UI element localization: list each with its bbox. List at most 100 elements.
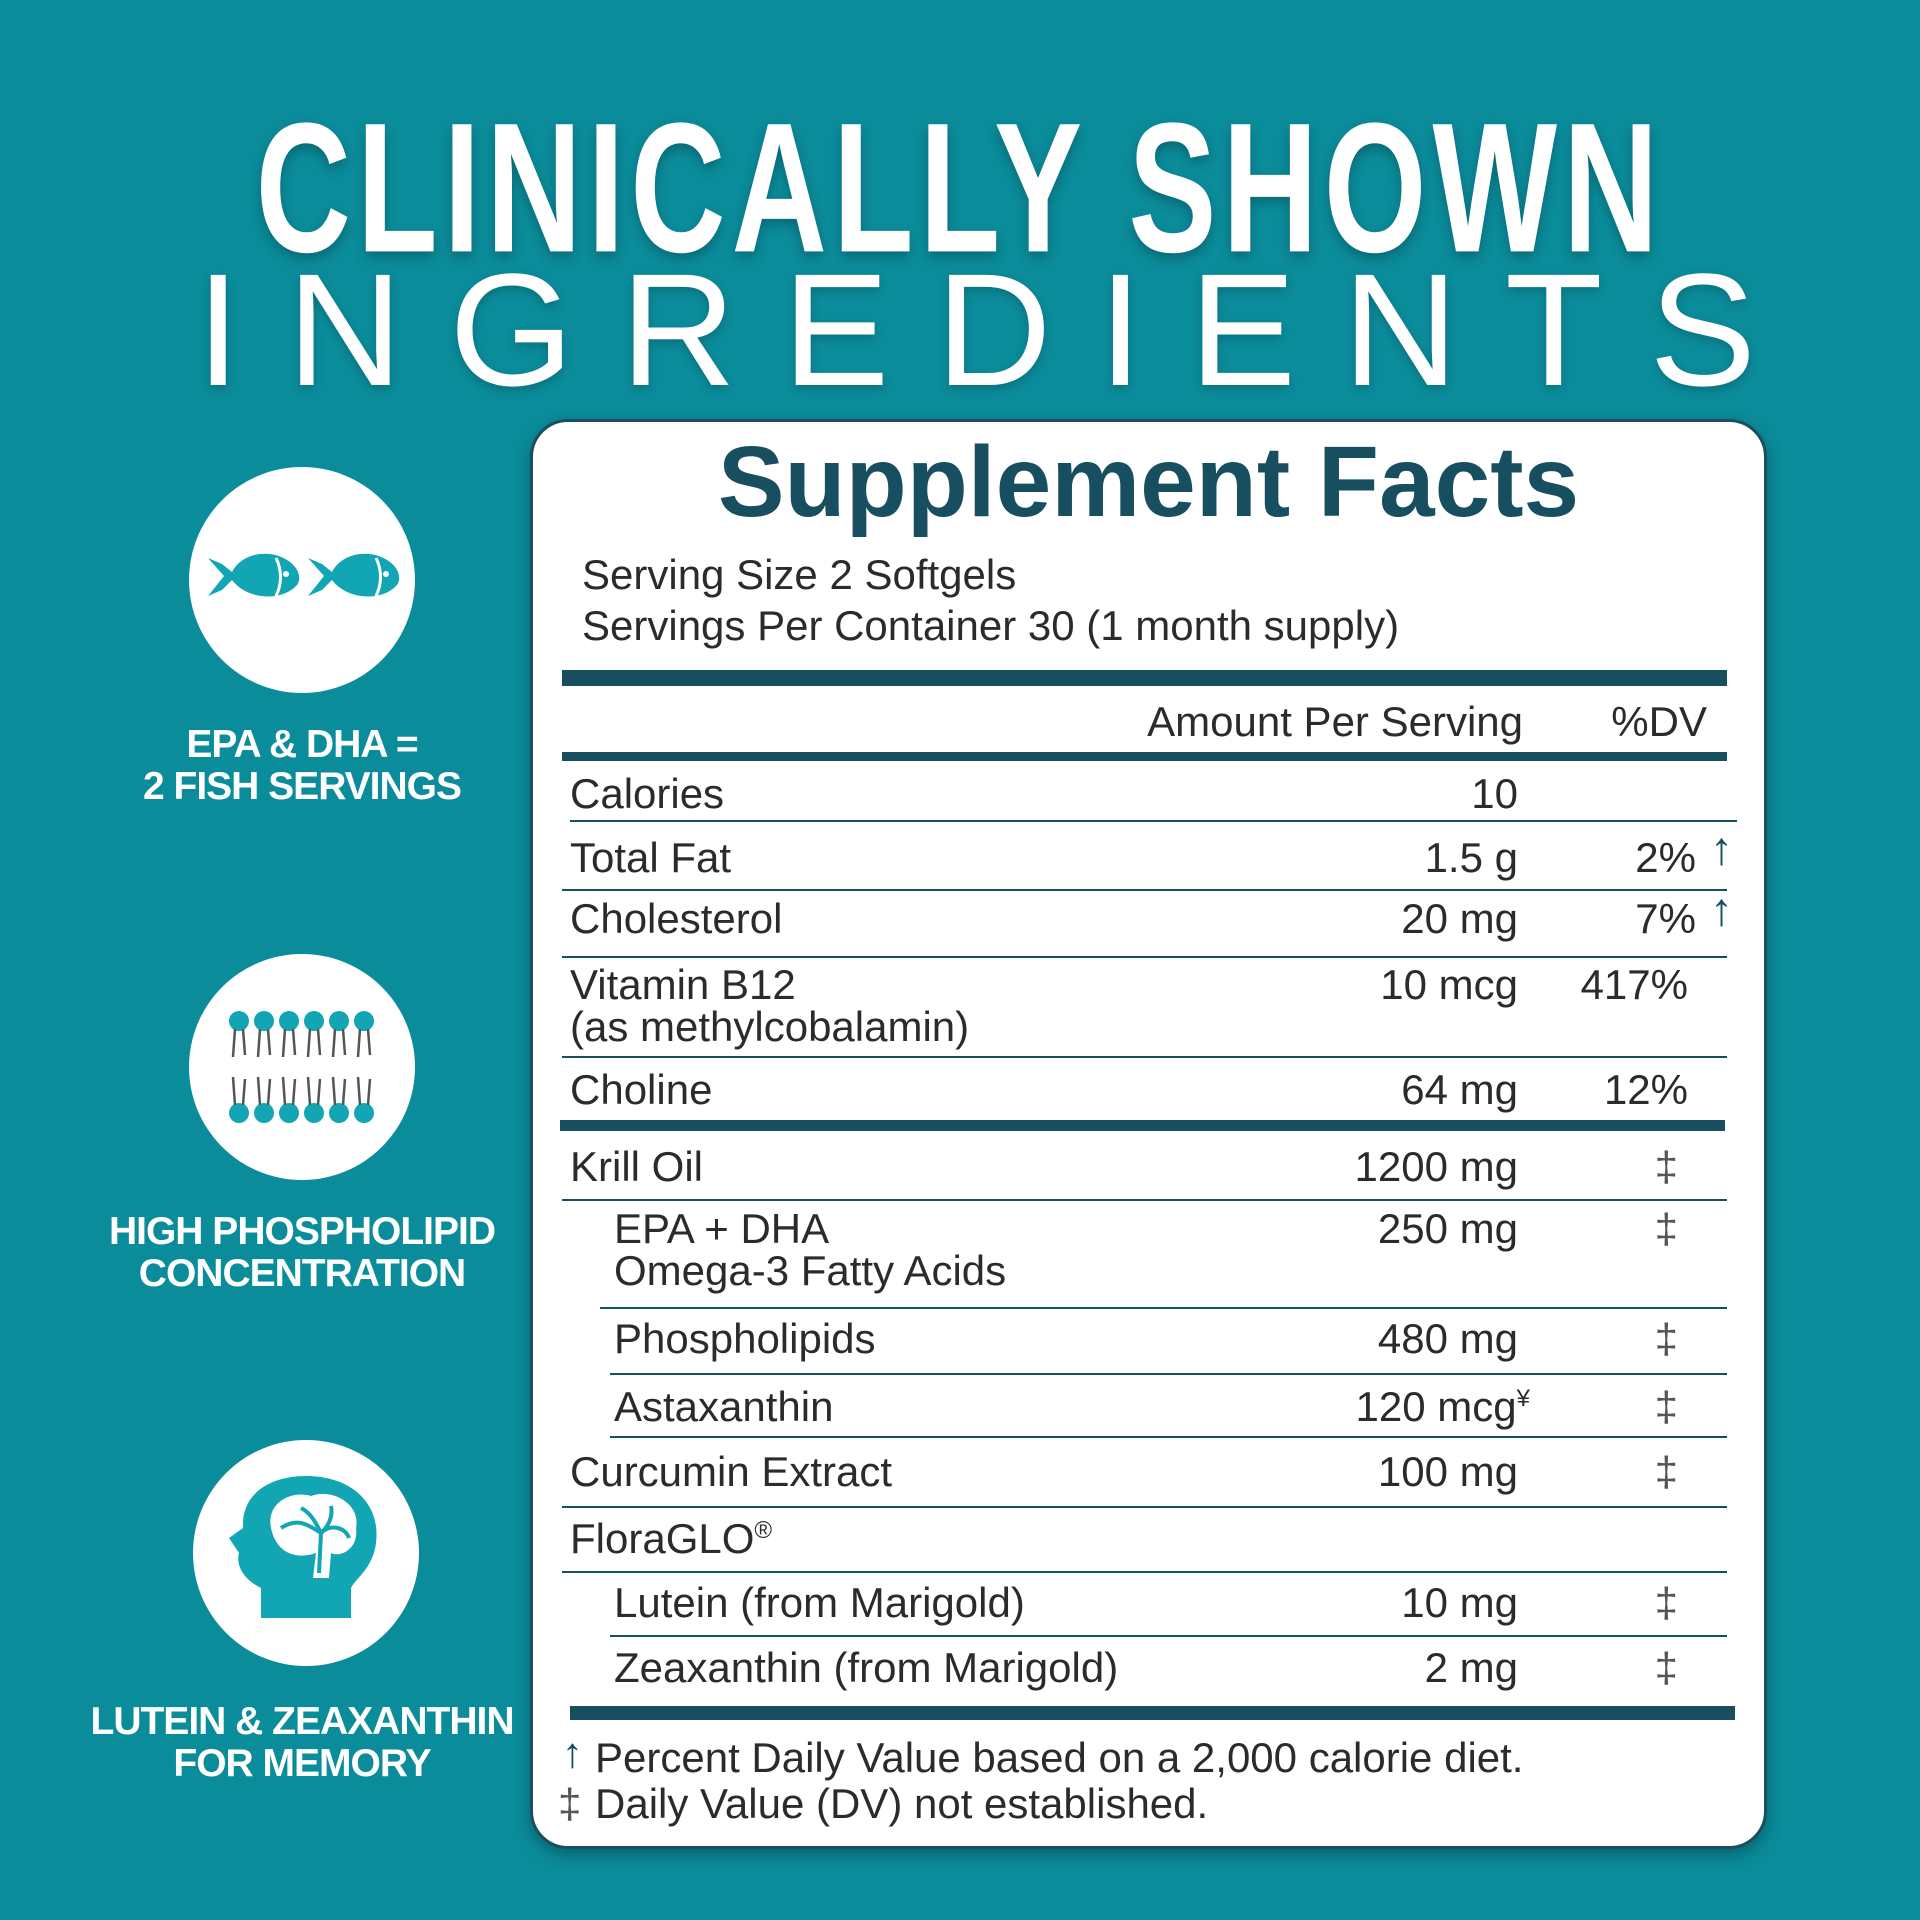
feature-line: LUTEIN & ZEAXANTHIN: [90, 1700, 515, 1743]
nutrient-name: Vitamin B12: [570, 964, 796, 1006]
nutrient-name: Cholesterol: [570, 898, 782, 940]
feature-line: HIGH PHOSPHOLIPID: [108, 1210, 496, 1253]
percent-dv: ‡: [1654, 1383, 1678, 1430]
headline-letter: R: [620, 240, 736, 419]
nutrient-amount: 10 mcg: [1200, 964, 1518, 1006]
dagger-mark: ↑: [562, 1729, 583, 1776]
percent-dv: ‡: [1654, 1315, 1678, 1362]
footnote-mark: ¥: [1516, 1385, 1530, 1412]
nutrient-name: Astaxanthin: [614, 1386, 833, 1428]
percent-dv: 417%: [1580, 961, 1688, 1008]
feature-circle-brain: [193, 1440, 419, 1666]
divider-thick: [562, 670, 1727, 686]
amount-value: 10 mcg: [1380, 961, 1518, 1008]
row-divider: [562, 956, 1727, 958]
headline-letter: E: [782, 240, 890, 419]
headline-letter: N: [287, 240, 403, 419]
nutrient-amount: 10 mg: [1200, 1582, 1518, 1624]
headline-letter: D: [936, 240, 1052, 419]
nutrient-name: Krill Oil: [570, 1146, 703, 1188]
headline-letter: G: [449, 240, 574, 419]
amount-value: 250 mg: [1377, 1205, 1518, 1252]
nutrient-name-text: Cholesterol: [570, 895, 783, 942]
nutrient-amount: 20 mg: [1200, 898, 1518, 940]
nutrient-name-text: Curcumin Extract: [570, 1448, 893, 1495]
dagger-mark: ↑: [1710, 822, 1733, 874]
nutrient-amount: 10: [1200, 773, 1518, 815]
nutrient-name-text: FloraGLO: [570, 1515, 755, 1562]
nutrient-name-text: EPA + DHA: [614, 1205, 830, 1252]
nutrient-name: Phospholipids: [614, 1318, 876, 1360]
nutrient-amount: 120 mcg¥: [1200, 1386, 1530, 1428]
footnote-dv: Percent Daily Value based on a 2,000 cal…: [595, 1734, 1524, 1781]
headline-letter: N: [1342, 240, 1459, 419]
divider-thick: [560, 1120, 1725, 1131]
nutrient-name: Curcumin Extract: [570, 1451, 892, 1493]
nutrient-name: EPA + DHA: [614, 1208, 829, 1250]
amount-value: 1.5 g: [1424, 834, 1518, 881]
supplement-facts-panel: [530, 419, 1767, 1849]
amount-value: 10: [1471, 770, 1518, 817]
feature-label-fish: EPA & DHA = 2 FISH SERVINGS: [52, 724, 552, 808]
phospholipid-icon: [229, 1011, 374, 1123]
feature-line: CONCENTRATION: [138, 1252, 466, 1295]
feature-circle-fish: [189, 467, 415, 693]
row-divider: [562, 889, 1727, 891]
nutrient-name-text: Zeaxanthin (from Marigold): [614, 1644, 1119, 1691]
nutrient-amount: 1200 mg: [1200, 1146, 1518, 1188]
headline-line1: CLINICALLY SHOWN: [255, 84, 1665, 291]
nutrient-name: Lutein (from Marigold): [614, 1582, 1025, 1624]
percent-dv: ‡: [1654, 1205, 1678, 1252]
nutrient-name: FloraGLO®: [570, 1518, 772, 1560]
brain-head-icon: [229, 1476, 377, 1618]
feature-circle-phospholipid: [189, 954, 415, 1180]
amount-value: 100 mg: [1377, 1448, 1518, 1495]
nutrient-name: Choline: [570, 1069, 712, 1111]
amount-value: 10 mg: [1401, 1579, 1518, 1626]
nutrient-name: Calories: [570, 773, 724, 815]
row-divider: [562, 1506, 1727, 1508]
nutrient-amount: 2 mg: [1200, 1647, 1518, 1689]
percent-dv: ‡: [1654, 1644, 1678, 1691]
row-divider: [570, 820, 1737, 822]
nutrient-name-text: Phospholipids: [614, 1315, 876, 1362]
feature-line: FOR MEMORY: [173, 1742, 431, 1785]
headline-letter: S: [1649, 240, 1756, 419]
nutrient-name-text: Lutein (from Marigold): [614, 1579, 1025, 1626]
footnote-not-established: Daily Value (DV) not established.: [595, 1780, 1209, 1827]
col-amount-header: Amount Per Serving: [1147, 698, 1523, 745]
fish-icon: [208, 553, 400, 597]
nutrient-amount: 250 mg: [1200, 1208, 1518, 1250]
percent-dv: ‡: [1654, 1448, 1678, 1495]
headline-letter: E: [1189, 240, 1297, 419]
percent-dv: ‡: [1654, 1579, 1678, 1626]
nutrient-amount: 1.5 g: [1200, 837, 1518, 879]
feature-label-phospholipid: HIGH PHOSPHOLIPID CONCENTRATION: [52, 1211, 552, 1295]
amount-value: 2 mg: [1424, 1644, 1518, 1691]
registered-mark: ®: [754, 1517, 773, 1544]
facts-title: Supplement Facts: [717, 426, 1580, 538]
servings-per-container: Servings Per Container 30 (1 month suppl…: [582, 602, 1400, 649]
percent-dv: ‡: [1654, 1143, 1678, 1190]
row-divider: [610, 1635, 1727, 1637]
nutrient-name-text: Total Fat: [570, 834, 732, 881]
feature-label-memory: LUTEIN & ZEAXANTHIN FOR MEMORY: [52, 1701, 552, 1785]
nutrient-name-text: Vitamin B12: [570, 961, 796, 1008]
headline-letter: I: [196, 240, 241, 419]
nutrient-amount: 100 mg: [1200, 1451, 1518, 1493]
row-divider: [562, 1199, 1727, 1201]
nutrient-name: Total Fat: [570, 837, 731, 879]
feature-line: EPA & DHA =: [186, 723, 418, 766]
row-divider: [562, 1571, 1727, 1573]
amount-value: 120 mcg: [1355, 1383, 1517, 1430]
divider-medium: [562, 752, 1727, 761]
col-dv-header: %DV: [1611, 698, 1707, 745]
row-divider: [610, 1373, 1727, 1375]
amount-value: 480 mg: [1377, 1315, 1518, 1362]
dagger-mark: ↑: [1710, 883, 1733, 935]
serving-size: Serving Size 2 Softgels: [582, 551, 1017, 598]
nutrient-name: Zeaxanthin (from Marigold): [614, 1647, 1118, 1689]
percent-dv: 12%: [1603, 1066, 1688, 1113]
row-divider: [600, 1307, 1727, 1309]
